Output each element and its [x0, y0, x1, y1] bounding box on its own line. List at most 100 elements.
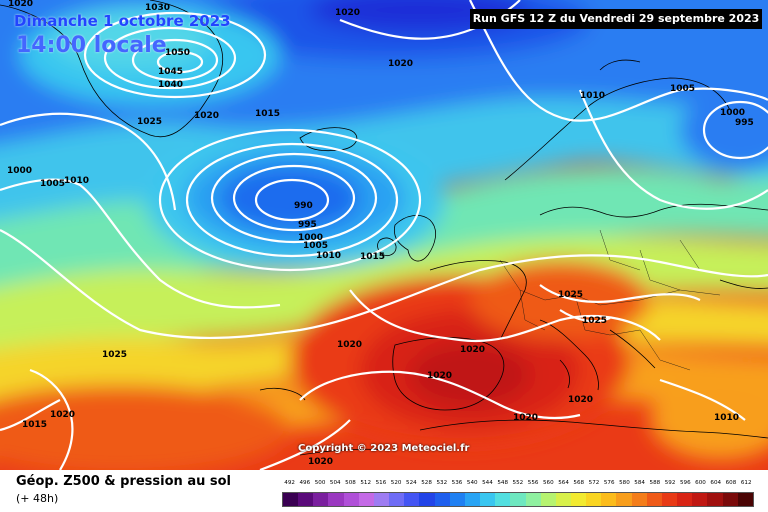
isobar-label: 1020 — [335, 8, 360, 18]
isobar-label: 1040 — [158, 80, 183, 90]
legend-swatch — [737, 493, 753, 506]
legend-swatch — [434, 493, 450, 506]
isobar-label: 1025 — [582, 316, 607, 326]
legend-swatch — [449, 493, 465, 506]
legend-swatch — [389, 493, 405, 506]
legend-label: 592 — [664, 480, 676, 486]
isobar-label: 995 — [298, 220, 317, 230]
isobar-label: 995 — [735, 118, 754, 128]
isobar-label: 990 — [294, 201, 313, 211]
isobar-label: 1020 — [513, 413, 538, 423]
footer-subtitle: (+ 48h) — [16, 492, 59, 505]
legend-label: 528 — [421, 480, 432, 486]
isobar-label: 1025 — [102, 350, 127, 360]
legend-label: 516 — [375, 480, 387, 486]
legend-swatch — [692, 493, 708, 506]
isobar-label: 1020 — [388, 59, 413, 69]
isobar-label: 1010 — [580, 91, 605, 101]
legend-label: 608 — [725, 480, 737, 486]
isobar-label: 1015 — [22, 420, 47, 430]
isobar-label: 1015 — [360, 252, 385, 262]
footer-title: Géop. Z500 & pression au sol — [16, 474, 231, 489]
legend-swatch — [616, 493, 632, 506]
legend-label: 572 — [588, 480, 600, 486]
legend-swatch — [722, 493, 738, 506]
legend-swatch — [373, 493, 390, 506]
legend-swatch — [555, 493, 571, 506]
legend-label: 588 — [649, 480, 661, 486]
legend-label: 512 — [360, 480, 372, 486]
legend-swatch — [480, 493, 496, 506]
isobar-label: 1025 — [137, 117, 162, 127]
isobar-label: 1015 — [255, 109, 280, 119]
legend-swatch — [570, 493, 587, 506]
isobar-label: 1025 — [558, 290, 583, 300]
legend-swatch — [495, 493, 511, 506]
legend-swatch — [586, 493, 602, 506]
legend-swatch — [328, 493, 344, 506]
legend-label: 524 — [406, 480, 417, 486]
copyright-text: Copyright © 2023 Meteociel.fr — [298, 443, 470, 454]
legend-swatch — [540, 493, 556, 506]
legend-label: 496 — [299, 480, 311, 486]
legend-swatch — [631, 493, 647, 506]
legend-label: 552 — [512, 480, 524, 486]
legend-label: 500 — [314, 480, 326, 486]
isobar-label: 1020 — [308, 457, 333, 467]
isobar-label: 1045 — [158, 67, 183, 77]
legend-swatch — [677, 493, 693, 506]
legend-swatch — [646, 493, 662, 506]
legend-label: 580 — [619, 480, 630, 486]
forecast-time: 14:00 locale — [16, 33, 167, 58]
footer-bar: Géop. Z500 & pression au sol (+ 48h) 492… — [0, 470, 768, 512]
legend-labels: 492 496 500 504 508 512 516 520 524 528 532 536 540 5… — [282, 480, 754, 490]
legend-swatch — [283, 493, 299, 506]
legend-label: 548 — [497, 480, 509, 486]
color-field — [0, 0, 768, 470]
legend-swatch — [661, 493, 678, 506]
isobar-label: 1000 — [7, 166, 32, 176]
isobar-label: 1030 — [145, 3, 170, 13]
isobar-label: 1050 — [165, 48, 190, 58]
legend-label: 596 — [679, 480, 691, 486]
legend-label: 584 — [634, 480, 645, 486]
isobar-label: 1010 — [714, 413, 739, 423]
legend-swatch — [313, 493, 329, 506]
color-legend: 492 496 500 504 508 512 516 520 524 528 532 536 540 5… — [282, 480, 754, 508]
legend-swatch — [343, 493, 359, 506]
legend-swatch — [510, 493, 526, 506]
coastlines — [0, 0, 768, 456]
isobar-labels: 1020 1030 1050 1045 1040 1020 1020 1025 … — [7, 0, 754, 467]
isobar-label: 1005 — [670, 84, 695, 94]
forecast-date: Dimanche 1 octobre 2023 — [14, 12, 231, 30]
legend-swatch — [525, 493, 541, 506]
isobar-label: 1020 — [337, 340, 362, 350]
isobar-label: 1020 — [460, 345, 485, 355]
legend-label: 544 — [482, 480, 493, 486]
legend-label: 508 — [345, 480, 356, 486]
isobar-label: 1005 — [40, 179, 65, 189]
legend-label: 612 — [740, 480, 752, 486]
legend-label: 576 — [603, 480, 615, 486]
legend-swatch — [404, 493, 420, 506]
run-banner: Run GFS 12 Z du Vendredi 29 septembre 20… — [470, 9, 762, 29]
geopotential-map: 1020 1030 1050 1045 1040 1020 1020 1025 … — [0, 0, 768, 470]
legend-swatch — [358, 493, 374, 506]
legend-bar — [282, 492, 754, 507]
legend-label: 536 — [451, 480, 463, 486]
legend-label: 604 — [710, 480, 722, 486]
legend-label: 492 — [284, 480, 295, 486]
isobar-label: 1020 — [568, 395, 593, 405]
legend-label: 504 — [329, 480, 341, 486]
legend-label: 556 — [527, 480, 539, 486]
isobar-label: 1010 — [316, 251, 341, 261]
isobars — [0, 0, 768, 470]
legend-label: 600 — [695, 480, 706, 486]
legend-label: 532 — [436, 480, 448, 486]
isobar-label: 1000 — [720, 108, 745, 118]
legend-label: 540 — [466, 480, 478, 486]
isobar-label: 1020 — [50, 410, 75, 420]
legend-label: 560 — [542, 480, 554, 486]
legend-label: 568 — [573, 480, 585, 486]
